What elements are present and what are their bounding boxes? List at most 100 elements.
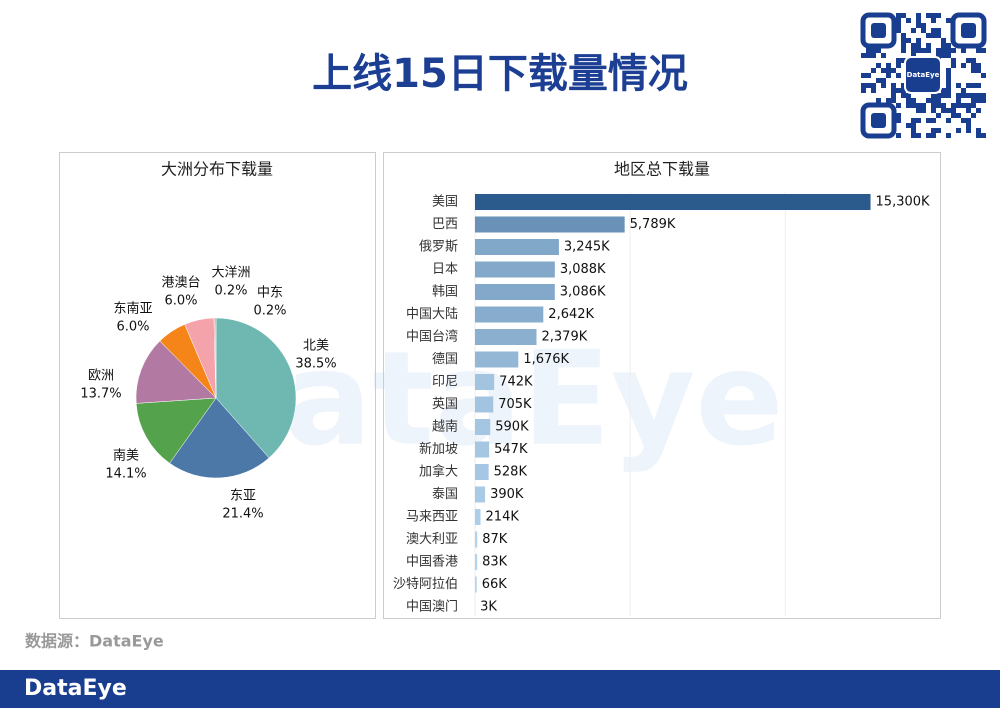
bar (475, 576, 477, 593)
qr-cell (926, 133, 931, 138)
value-label: 1,676K (523, 352, 569, 367)
bar-panel (383, 152, 941, 619)
qr-cell (886, 73, 891, 78)
qr-cell (906, 103, 911, 108)
qr-cell (966, 83, 971, 88)
qr-cell (876, 78, 881, 83)
value-label: 528K (494, 465, 528, 480)
qr-cell (946, 18, 951, 23)
qr-cell (896, 18, 901, 23)
qr-cell (961, 88, 966, 93)
slice-value: 38.5% (295, 357, 336, 372)
qr-finder (961, 23, 976, 38)
qr-cell (886, 68, 891, 73)
slice-value: 0.2% (214, 284, 247, 299)
qr-cell (911, 123, 916, 128)
value-label: 3,088K (560, 262, 606, 277)
qr-finder (871, 23, 886, 38)
qr-cell (896, 73, 901, 78)
qr-cell (921, 23, 926, 28)
y-tick-label: 中国台湾 (406, 329, 458, 345)
qr-cell (901, 88, 906, 93)
qr-cell (936, 48, 941, 53)
qr-cell (866, 53, 871, 58)
qr-finder (871, 113, 886, 128)
qr-cell (946, 93, 951, 98)
qr-cell (901, 93, 906, 98)
qr-cell (976, 63, 981, 68)
qr-cell (941, 88, 946, 93)
slice-name: 东亚 (230, 489, 256, 504)
qr-cell (971, 83, 976, 88)
value-label: 590K (495, 420, 529, 435)
pie-title: 大洲分布下载量 (161, 160, 273, 179)
qr-cell (901, 83, 906, 88)
qr-cell (946, 53, 951, 58)
qr-cell (931, 133, 936, 138)
y-tick-label: 德国 (432, 352, 458, 367)
qr-cell (916, 118, 921, 123)
qr-cell (876, 98, 881, 103)
qr-cell (911, 133, 916, 138)
value-label: 2,642K (548, 307, 594, 322)
qr-cell (976, 108, 981, 113)
qr-cell (906, 98, 911, 103)
qr-cell (931, 98, 936, 103)
qr-cell (956, 113, 961, 118)
qr-cell (981, 98, 986, 103)
slice-name: 中东 (257, 286, 283, 301)
qr-cell (896, 28, 901, 33)
qr-cell (881, 83, 886, 88)
pie-slice (169, 397, 270, 479)
qr-code: DataEye (860, 12, 987, 139)
y-tick-label: 中国香港 (406, 555, 458, 570)
qr-cell (941, 38, 946, 43)
qr-cell (941, 43, 946, 48)
qr-cell (971, 113, 976, 118)
qr-cell (936, 28, 941, 33)
qr-cell (916, 38, 921, 43)
y-tick-label: 中国澳门 (406, 599, 458, 615)
bar (475, 216, 625, 233)
qr-cell (951, 48, 956, 53)
qr-cell (936, 93, 941, 98)
y-tick-label: 美国 (432, 195, 458, 210)
qr-cell (906, 38, 911, 43)
qr-cell (966, 93, 971, 98)
qr-cell (931, 93, 936, 98)
qr-cell (956, 103, 961, 108)
qr-cell (916, 48, 921, 53)
qr-cell (931, 33, 936, 38)
value-label: 214K (486, 510, 520, 525)
qr-cell (896, 103, 901, 108)
y-tick-label: 泰国 (432, 487, 458, 502)
value-label: 87K (482, 532, 508, 547)
bar (475, 329, 537, 345)
qr-cell (906, 93, 911, 98)
qr-cell (931, 103, 936, 108)
qr-cell (911, 98, 916, 103)
qr-cell (896, 58, 901, 63)
qr-cell (941, 93, 946, 98)
qr-cell (961, 48, 966, 53)
qr-cell (946, 88, 951, 93)
bar (475, 374, 495, 390)
qr-cell (926, 33, 931, 38)
qr-cell (976, 68, 981, 73)
value-label: 390K (490, 487, 524, 502)
qr-cell (951, 113, 956, 118)
qr-cell (891, 68, 896, 73)
qr-cell (886, 98, 891, 103)
slice-name: 大洋洲 (211, 266, 250, 281)
qr-cell (961, 103, 966, 108)
qr-cell (956, 83, 961, 88)
source: 数据源：DataEye (25, 632, 164, 651)
value-label: 742K (499, 375, 533, 390)
qr-cell (946, 83, 951, 88)
qr-cell (861, 83, 866, 88)
bar (475, 194, 871, 210)
slice-value: 13.7% (80, 387, 121, 402)
qr-cell (926, 98, 931, 103)
qr-cell (956, 98, 961, 103)
footer-logo: DataEye (24, 676, 127, 701)
